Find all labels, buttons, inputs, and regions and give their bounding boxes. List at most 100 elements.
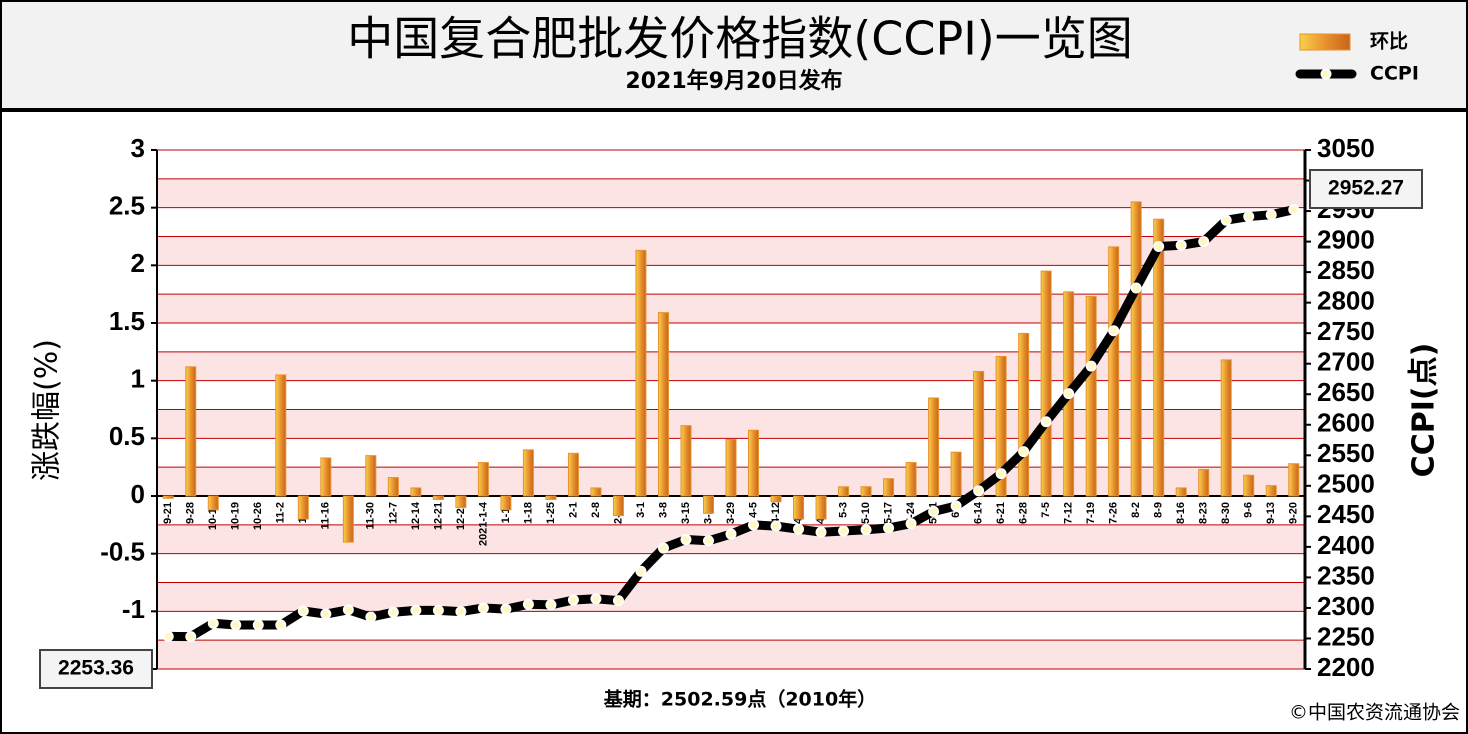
- bar: [950, 451, 962, 497]
- line-point: [1198, 236, 1210, 248]
- x-tick-label: 11-16: [320, 502, 332, 530]
- x-tick-label: 7-12: [1063, 502, 1075, 524]
- line-point: [860, 524, 872, 536]
- x-tick-label: 2-1: [567, 502, 579, 518]
- y2-tick-label: 2650: [1317, 377, 1375, 407]
- x-tick-label: 9-21: [162, 502, 174, 524]
- x-tick-label: 11-30: [365, 502, 377, 530]
- x-tick-label: 7-26: [1108, 502, 1120, 524]
- bar: [1243, 474, 1255, 497]
- line-point: [1018, 446, 1030, 458]
- bar: [185, 366, 197, 497]
- line-point: [793, 523, 805, 535]
- x-tick-label: 9-20: [1288, 502, 1300, 524]
- bar: [1108, 246, 1120, 497]
- x-tick-label: 9-6: [1243, 502, 1255, 518]
- bar: [387, 477, 399, 497]
- y2-tick-label: 2550: [1317, 438, 1375, 468]
- bar: [522, 449, 534, 497]
- x-tick-label: 5-10: [860, 502, 872, 524]
- y2-tick-label: 2750: [1317, 316, 1375, 346]
- line-point: [815, 526, 827, 538]
- x-tick-label: 1-18: [522, 502, 534, 524]
- line-point: [567, 594, 579, 606]
- bar: [680, 425, 692, 497]
- label-box: [1309, 169, 1423, 209]
- line-point: [1040, 416, 1052, 428]
- bar: [928, 397, 940, 497]
- line-point: [387, 606, 399, 618]
- bar: [320, 457, 332, 497]
- y2-tick-label: 2350: [1317, 560, 1375, 590]
- line-point: [1243, 211, 1255, 223]
- line-point: [973, 485, 985, 497]
- y2-tick-label: 2900: [1317, 224, 1375, 254]
- grid-band: [157, 640, 1305, 669]
- data-label: 2952.27: [1328, 177, 1404, 200]
- bar: [432, 495, 444, 500]
- y2-tick-label: 2700: [1317, 347, 1375, 377]
- line-point: [207, 617, 219, 629]
- bar: [365, 455, 377, 497]
- y2-tick-label: 2450: [1317, 499, 1375, 529]
- y2-tick-label: 2200: [1317, 652, 1375, 682]
- bar: [838, 486, 850, 497]
- x-tick-label: 12-21: [432, 502, 444, 530]
- bar: [702, 495, 714, 514]
- line-point: [702, 535, 714, 547]
- line-point: [185, 631, 197, 643]
- y2-tick-label: 2300: [1317, 591, 1375, 621]
- x-tick-label: 8-2: [1130, 502, 1142, 518]
- bar: [612, 495, 624, 517]
- y2-tick-label: 2850: [1317, 255, 1375, 285]
- line-point: [950, 500, 962, 512]
- x-tick-label: 11-2: [275, 502, 287, 523]
- x-tick-label: 12-7: [387, 502, 399, 524]
- x-tick-label: 7-19: [1085, 502, 1097, 524]
- line-point: [1108, 325, 1120, 337]
- y-tick-label: 0: [131, 479, 145, 509]
- line-point: [162, 630, 174, 642]
- line-point: [410, 604, 422, 616]
- y-tick-label: 0.5: [109, 421, 145, 451]
- y-tick-label: -1: [122, 594, 145, 624]
- x-tick-label: 3-8: [657, 502, 669, 518]
- base-note: 基期：2502.59点（2010年）: [603, 688, 876, 711]
- line-point: [365, 611, 377, 623]
- bar: [477, 462, 489, 497]
- y2-tick-label: 2600: [1317, 408, 1375, 438]
- line-point: [590, 593, 602, 605]
- y-tick-label: 2.5: [109, 191, 145, 221]
- bar: [567, 452, 579, 497]
- x-tick-label: 8-30: [1220, 502, 1232, 524]
- x-tick-label: 10-19: [230, 502, 242, 530]
- y-tick-label: -0.5: [100, 537, 145, 567]
- x-tick-label: 10-26: [252, 502, 264, 530]
- x-tick-label: 3-15: [680, 502, 692, 524]
- bar: [1288, 463, 1300, 497]
- x-tick-label: 3-29: [725, 502, 737, 524]
- line-point: [657, 542, 669, 554]
- line-point: [1130, 282, 1142, 294]
- bar: [1265, 485, 1277, 497]
- line-point: [455, 606, 467, 618]
- x-tick-label: 5-3: [837, 502, 849, 518]
- legend-swatch: [1320, 68, 1332, 80]
- line-point: [1265, 209, 1277, 221]
- line-point: [883, 522, 895, 534]
- y2-tick-label: 2800: [1317, 286, 1375, 316]
- bar: [297, 495, 309, 520]
- bar: [860, 486, 872, 497]
- grid-band: [157, 178, 1305, 208]
- bar: [1130, 201, 1142, 497]
- bar: [657, 312, 669, 497]
- x-tick-label: 6-14: [973, 501, 985, 524]
- line-point: [1153, 240, 1165, 252]
- legend-swatch: [1299, 33, 1351, 51]
- y-tick-label: 3: [131, 133, 145, 163]
- bar: [635, 249, 647, 497]
- bar: [342, 495, 354, 543]
- bar: [815, 495, 827, 520]
